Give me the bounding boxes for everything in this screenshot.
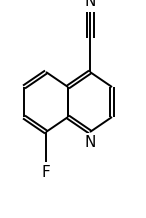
Text: N: N	[84, 135, 96, 150]
Text: F: F	[42, 165, 50, 180]
Text: N: N	[84, 0, 96, 9]
